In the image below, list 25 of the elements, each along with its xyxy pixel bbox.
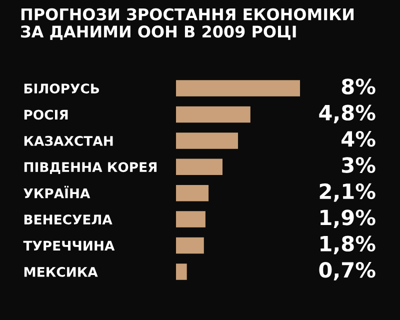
bar bbox=[176, 237, 204, 254]
data-label: 1,8% bbox=[320, 236, 376, 254]
data-label: 2,1% bbox=[320, 183, 376, 202]
data-label: 4% bbox=[342, 130, 376, 147]
y-tick-label: БІЛОРУСЬ bbox=[24, 84, 100, 94]
data-label: 4,8% bbox=[319, 104, 376, 124]
bar bbox=[176, 158, 222, 176]
bar bbox=[176, 211, 206, 228]
bar bbox=[176, 80, 300, 96]
y-tick-label: РОСІЯ bbox=[24, 110, 68, 120]
bar bbox=[176, 264, 187, 280]
bar bbox=[176, 132, 238, 149]
chart-title: ПРОГНОЗИ ЗРОСТАННЯ ЕКОНОМІКИ ЗА ДАНИМИ ООН В 2009 РОЦІ bbox=[21, 8, 354, 40]
y-tick-label: ТУРЕЧЧИНА bbox=[23, 240, 115, 251]
y-tick-label: ВЕНЕСУЕЛА bbox=[24, 214, 112, 224]
bar bbox=[176, 184, 209, 202]
y-tick-label: МЕКСИКА bbox=[24, 266, 98, 277]
data-label: 8% bbox=[342, 78, 376, 94]
data-label: 0,7% bbox=[319, 262, 376, 280]
bar bbox=[176, 106, 250, 123]
y-tick-label: КАЗАХСТАН bbox=[24, 136, 113, 146]
data-label: 3% bbox=[342, 157, 376, 173]
y-tick-label: ПІВДЕННА КОРЕЯ bbox=[24, 162, 157, 174]
data-label: 1,9% bbox=[320, 210, 376, 228]
y-tick-label: УКРАЇНА bbox=[24, 186, 90, 198]
